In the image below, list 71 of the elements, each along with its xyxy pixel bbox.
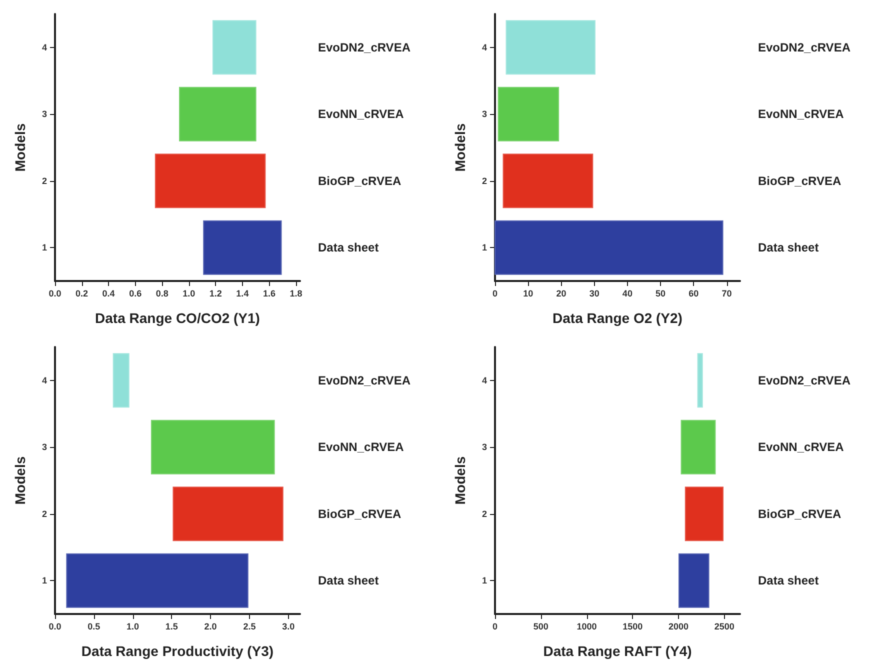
- text: BioGP_cRVEA: [758, 506, 842, 521]
- text: EvoDN2_cRVEA: [758, 40, 851, 54]
- x-tick-label: 70: [722, 288, 732, 298]
- x-tick-label: 1.4: [236, 288, 249, 298]
- x-tick-label: 2.5: [243, 622, 256, 632]
- text: Data sheet: [318, 240, 379, 255]
- x-axis-title: Data Range Productivity (Y3): [81, 643, 274, 659]
- y-axis-title: Models: [452, 123, 468, 172]
- x-tick-label: 1.0: [126, 622, 140, 632]
- x-tick-label: 1.2: [209, 288, 222, 298]
- y-tick-label: 1: [42, 576, 47, 586]
- x-tick-label: 1.5: [165, 622, 178, 632]
- text: EvoDN2_cRVEA: [318, 373, 411, 388]
- text: EvoNN_cRVEA: [758, 440, 844, 454]
- x-axis-title: Data Range CO/CO2 (Y1): [95, 310, 260, 326]
- x-axis-title: Data Range O2 (Y2): [552, 310, 682, 326]
- y-axis-title: Models: [12, 123, 28, 172]
- x-tick-label: 2000: [668, 622, 689, 632]
- text: BioGP_cRVEA: [318, 506, 402, 521]
- text: EvoNN_cRVEA: [758, 107, 844, 122]
- x-tick-label: 1.6: [262, 288, 276, 298]
- x-tick-label: 0.0: [48, 288, 62, 298]
- y-tick-label: 2: [482, 508, 487, 519]
- y-tick-label: 3: [42, 109, 47, 120]
- text: Data sheet: [318, 574, 379, 588]
- y-tick-label: 1: [482, 242, 487, 253]
- x-tick-label: 1.0: [182, 288, 196, 298]
- x-tick-label: 40: [622, 288, 632, 298]
- x-tick-label: 0.4: [102, 288, 115, 298]
- y-axis-title: Models: [12, 456, 28, 505]
- x-tick-label: 0.8: [156, 288, 168, 298]
- x-tick-label: 0.6: [129, 288, 142, 298]
- text: EvoDN2_cRVEA: [758, 373, 851, 388]
- x-tick-label: 500: [533, 622, 548, 632]
- y-tick-label: 4: [42, 375, 47, 386]
- x-tick-label: 3.0: [282, 622, 295, 632]
- x-tick-label: 0: [492, 288, 498, 298]
- text: Data sheet: [758, 240, 819, 255]
- y-tick-label: 3: [482, 442, 487, 452]
- x-tick-label: 2500: [714, 622, 734, 632]
- y-tick-label: 2: [482, 176, 487, 186]
- y-tick-label: 2: [42, 176, 47, 186]
- text: BioGP_cRVEA: [758, 174, 842, 188]
- x-tick-label: 20: [556, 288, 566, 298]
- x-tick-label: 1.8: [290, 288, 302, 298]
- x-tick-label: 30: [589, 288, 600, 298]
- x-tick-label: 1000: [576, 622, 597, 632]
- x-tick-label: 0.2: [76, 288, 88, 298]
- x-tick-label: 10: [523, 288, 534, 298]
- text: EvoNN_cRVEA: [318, 440, 404, 454]
- x-tick-label: 0.5: [88, 622, 100, 632]
- x-tick-label: 50: [656, 288, 666, 298]
- text: EvoDN2_cRVEA: [318, 40, 411, 54]
- y-tick-label: 4: [482, 375, 487, 386]
- y-tick-label: 3: [42, 442, 47, 452]
- x-tick-label: 60: [688, 288, 699, 298]
- y-tick-label: 1: [482, 576, 487, 586]
- y-tick-label: 1: [42, 242, 47, 253]
- y-axis-title: Models: [452, 456, 468, 505]
- x-tick-label: 0.0: [48, 622, 62, 632]
- x-axis-title: Data Range RAFT (Y4): [543, 643, 692, 659]
- text: EvoNN_cRVEA: [318, 107, 404, 122]
- x-tick-label: 0: [492, 622, 498, 632]
- y-tick-label: 3: [482, 109, 487, 120]
- x-tick-label: 2.0: [204, 622, 217, 632]
- text: Data sheet: [758, 574, 819, 588]
- y-tick-label: 4: [482, 42, 487, 52]
- text: BioGP_cRVEA: [318, 174, 402, 188]
- y-tick-label: 2: [42, 508, 47, 519]
- y-tick-label: 4: [42, 42, 47, 52]
- x-tick-label: 1500: [622, 622, 643, 632]
